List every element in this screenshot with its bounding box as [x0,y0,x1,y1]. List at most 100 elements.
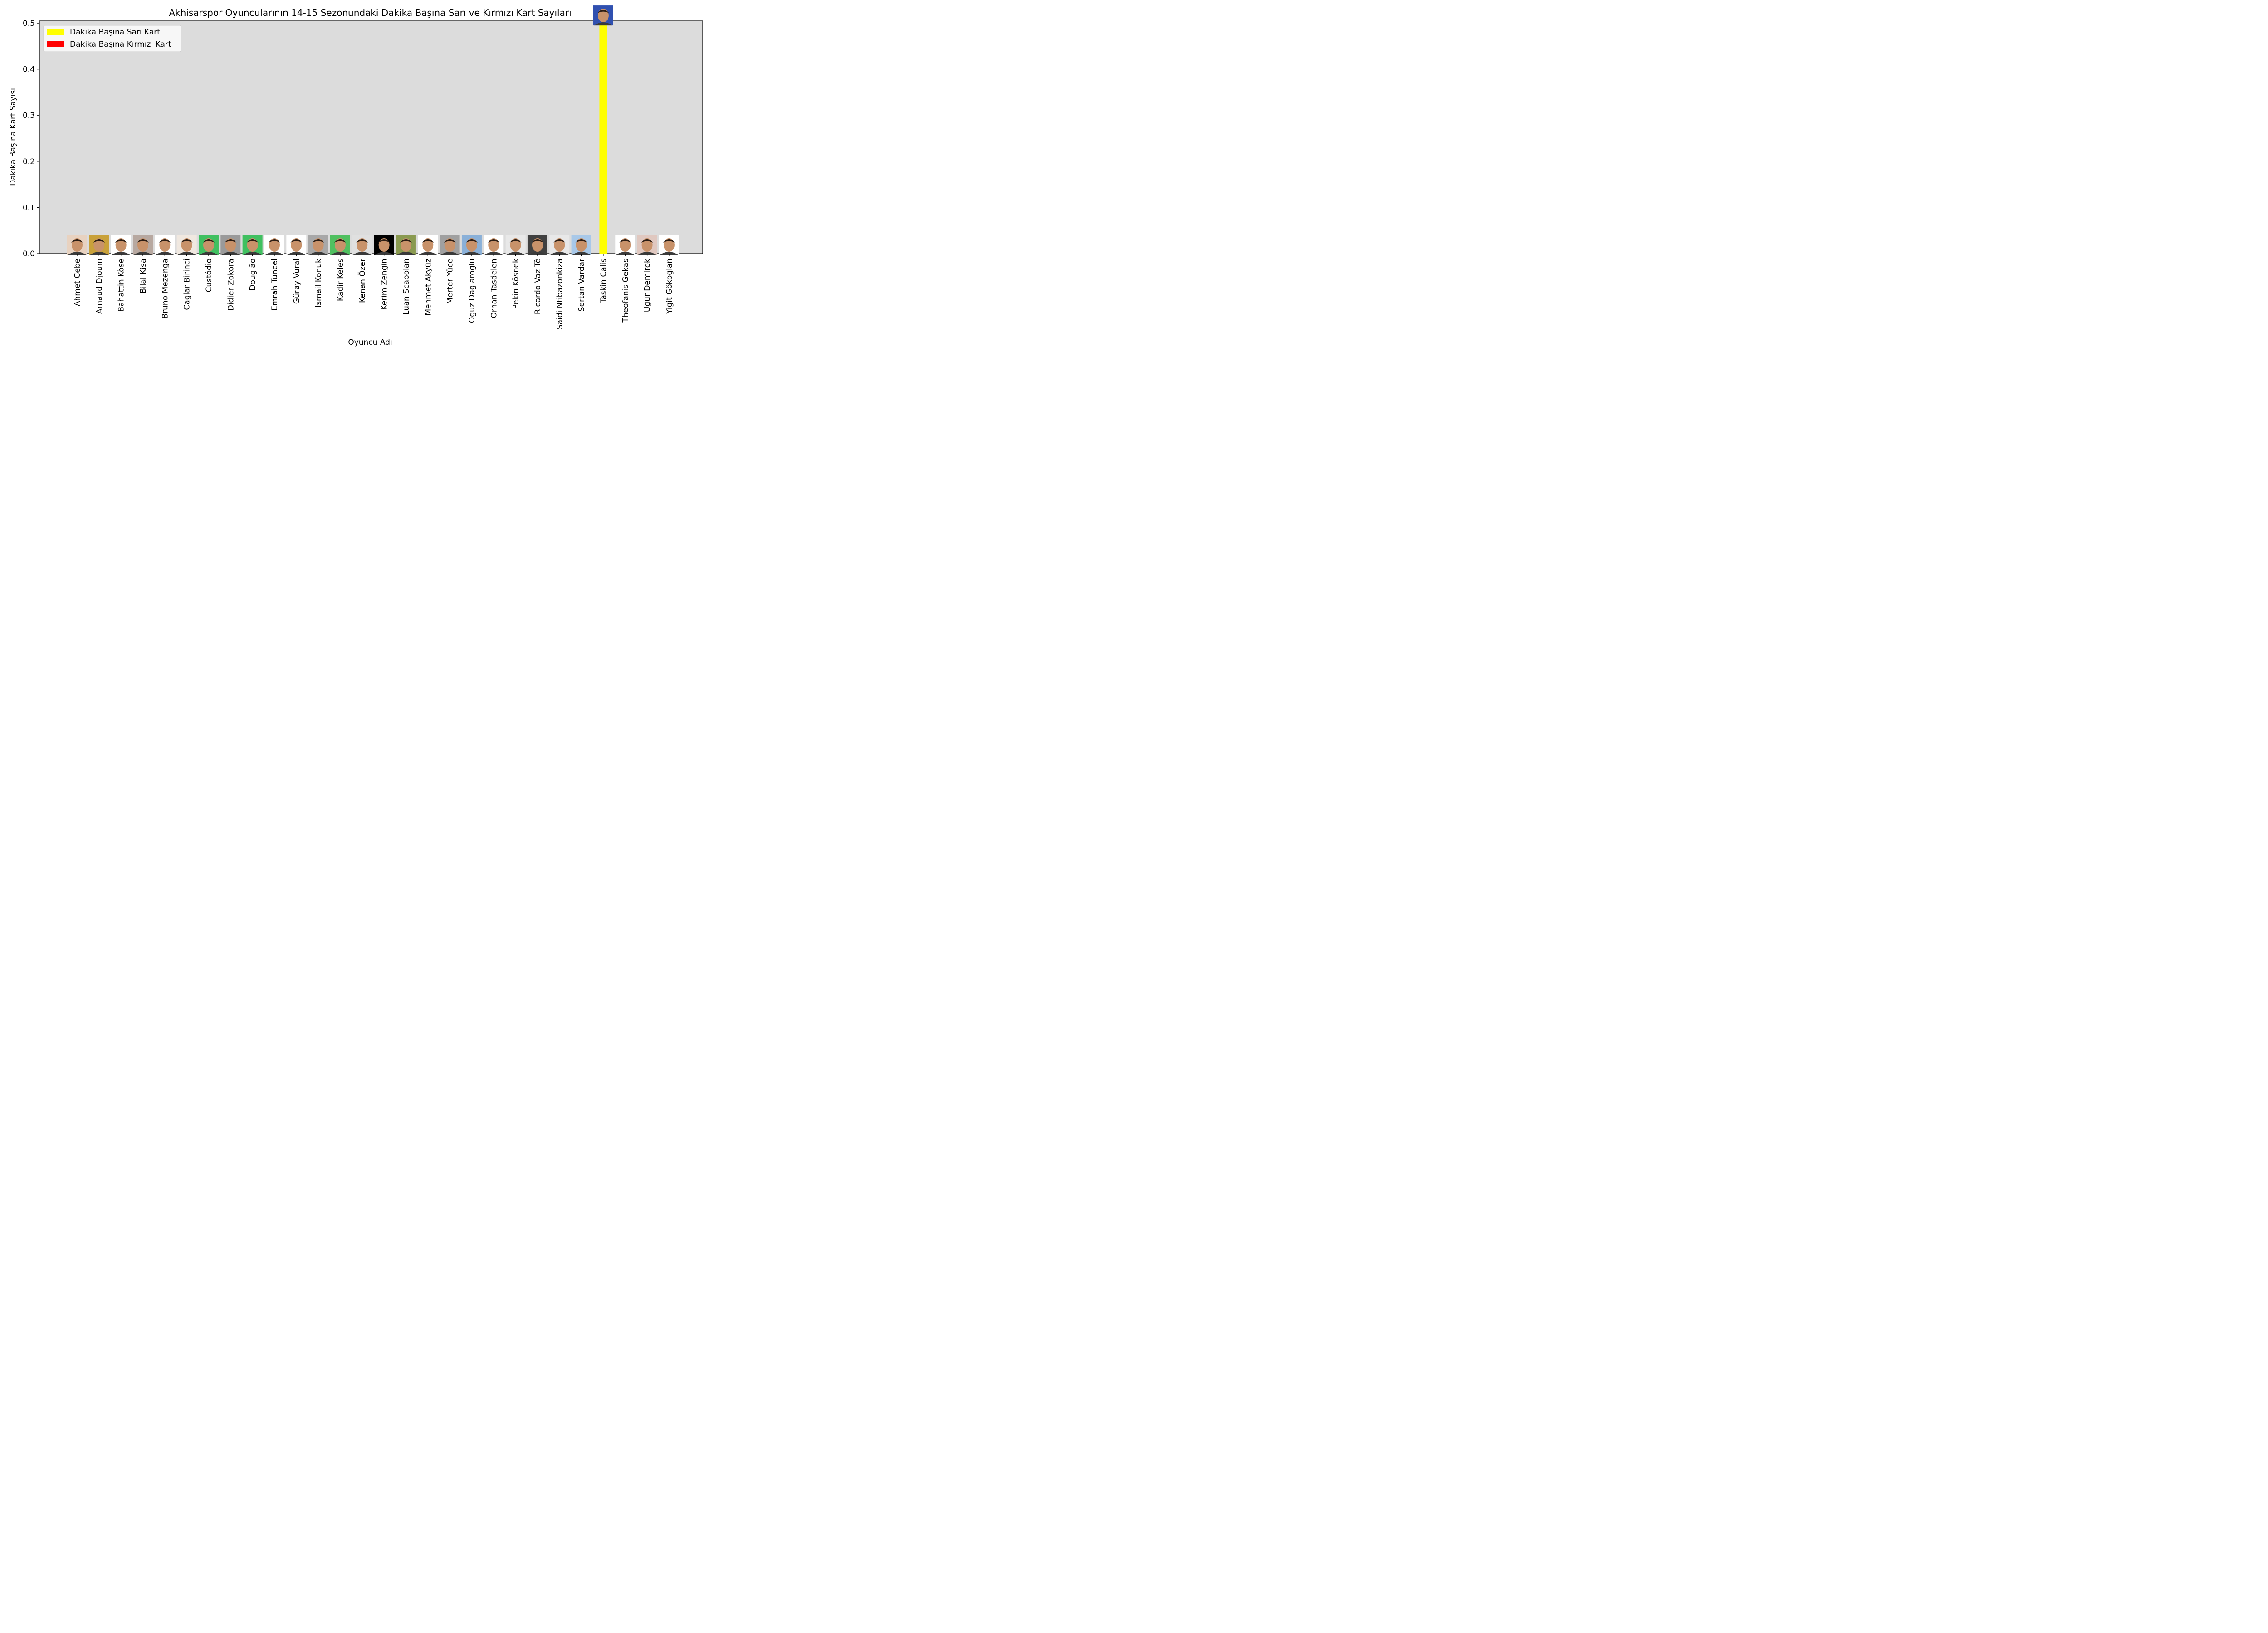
x-tick-label: Ahmet Cebe [73,259,82,306]
photo-hair [137,239,149,243]
player-photo [198,235,219,255]
photo-hair [378,239,390,243]
x-tick-label: Ugur Demirok [643,259,652,312]
x-tick-label: Emrah Tuncel [270,259,279,311]
photo-face [137,238,148,252]
photo-hair [202,239,215,243]
x-tick-label: Bahattin Köse [117,259,126,312]
photo-hair [531,239,543,243]
photo-hair [356,239,368,243]
legend-label-yellow-card: Dakika Başına Sarı Kart [70,28,160,37]
legend-swatch-yellow-card [47,29,64,35]
photo-shoulders [133,252,152,255]
x-tick-label: Douglão [249,259,258,291]
photo-shoulders [375,252,393,255]
legend-swatch-red-card [47,41,64,47]
photo-hair [115,239,127,243]
photo-hair [553,239,566,243]
x-tick-label: Luan Scapolan [402,259,411,315]
x-tick-label: Güray Vural [292,259,301,304]
photo-face [466,238,477,252]
chart-title: Akhisarspor Oyuncularının 14-15 Sezonund… [169,7,571,18]
photo-face [554,238,565,252]
photo-shoulders [90,252,108,255]
player-photo [374,235,394,255]
player-photo [242,235,263,255]
photo-face [334,238,346,252]
x-tick-label: Ricardo Vaz Tê [533,259,543,314]
photo-hair [246,239,259,243]
player-photo [615,235,635,255]
x-tick-label: Kadir Keles [336,259,345,301]
player-photo [67,235,87,255]
x-tick-label: Theofanis Gekas [621,259,630,323]
x-tick-label: Merter Yüce [446,259,455,304]
photo-face [357,238,368,252]
photo-face [620,238,631,252]
photo-shoulders [550,252,569,255]
y-tick-label: 0.0 [23,249,35,259]
legend-label-red-card: Dakika Başına Kırmızı Kart [70,40,171,49]
photo-hair [71,239,83,243]
photo-face [532,238,543,252]
photo-face [72,238,83,252]
x-tick-label: Pekin Kösnek [512,259,521,309]
player-photo [111,235,131,255]
x-tick-label: Taskin Calis [599,259,608,303]
x-axis: Ahmet Cebe Arnaud Djoum Bahattin Köse Bilal… [73,254,674,329]
photo-hair [422,239,434,243]
photo-hair [488,239,500,243]
photo-shoulders [243,252,262,255]
photo-hair [400,239,412,243]
player-photo [484,235,504,255]
photo-hair [663,239,675,243]
player-photo [155,235,175,255]
photo-shoulders [616,252,635,255]
photo-hair [334,239,346,243]
player-photo [571,235,591,255]
player-photo [264,235,284,255]
y-tick-label: 0.1 [23,203,35,212]
photo-face [247,238,258,252]
player-photo [440,235,460,255]
legend-box [43,25,181,52]
photo-hair [597,10,609,14]
photo-shoulders [331,252,349,255]
player-photo [352,235,372,255]
photo-shoulders [594,22,612,26]
x-tick-label: Sertan Vardar [577,259,587,312]
player-photo [396,235,416,255]
y-tick-label: 0.3 [23,111,35,120]
player-photo [418,235,438,255]
photo-hair [268,239,280,243]
photo-shoulders [177,252,196,255]
photo-face [663,238,675,252]
photo-shoulders [221,252,240,255]
photo-hair [290,239,303,243]
photo-face [93,238,105,252]
player-photo [286,235,307,255]
photo-face [597,9,609,23]
photo-shoulders [309,252,327,255]
bar-yellow-card [599,23,607,254]
player-photo [132,235,153,255]
x-tick-label: Kenan Özer [357,259,367,303]
player-photo [593,5,613,26]
y-axis: 0.0 0.1 0.2 0.3 0.4 0.5 [23,19,39,259]
photo-shoulders [156,252,174,255]
x-tick-label: Arnaud Djoum [95,259,104,314]
photo-shoulders [353,252,371,255]
photo-face [400,238,411,252]
x-tick-label: Custódio [205,259,214,292]
plot-area [39,20,703,254]
photo-shoulders [528,252,547,255]
legend: Dakika Başına Sarı Kart Dakika Başına Kı… [43,25,181,52]
chart: Akhisarspor Oyuncularının 14-15 Sezonund… [9,5,703,347]
photo-face [181,238,192,252]
photo-face [510,238,521,252]
photo-face [378,238,390,252]
player-photo [220,235,241,255]
photo-hair [444,239,456,243]
photo-hair [509,239,522,243]
bars [599,23,607,254]
